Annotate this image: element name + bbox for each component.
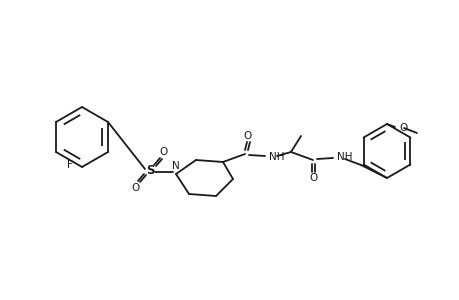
Text: O: O — [398, 123, 406, 133]
Text: O: O — [160, 147, 168, 157]
Text: S: S — [146, 164, 154, 176]
Text: N: N — [172, 161, 179, 171]
Text: O: O — [243, 131, 252, 141]
Text: O: O — [132, 183, 140, 193]
Text: F: F — [67, 160, 73, 170]
Text: O: O — [309, 173, 318, 183]
Text: NH: NH — [269, 152, 284, 162]
Text: NH: NH — [336, 152, 352, 162]
